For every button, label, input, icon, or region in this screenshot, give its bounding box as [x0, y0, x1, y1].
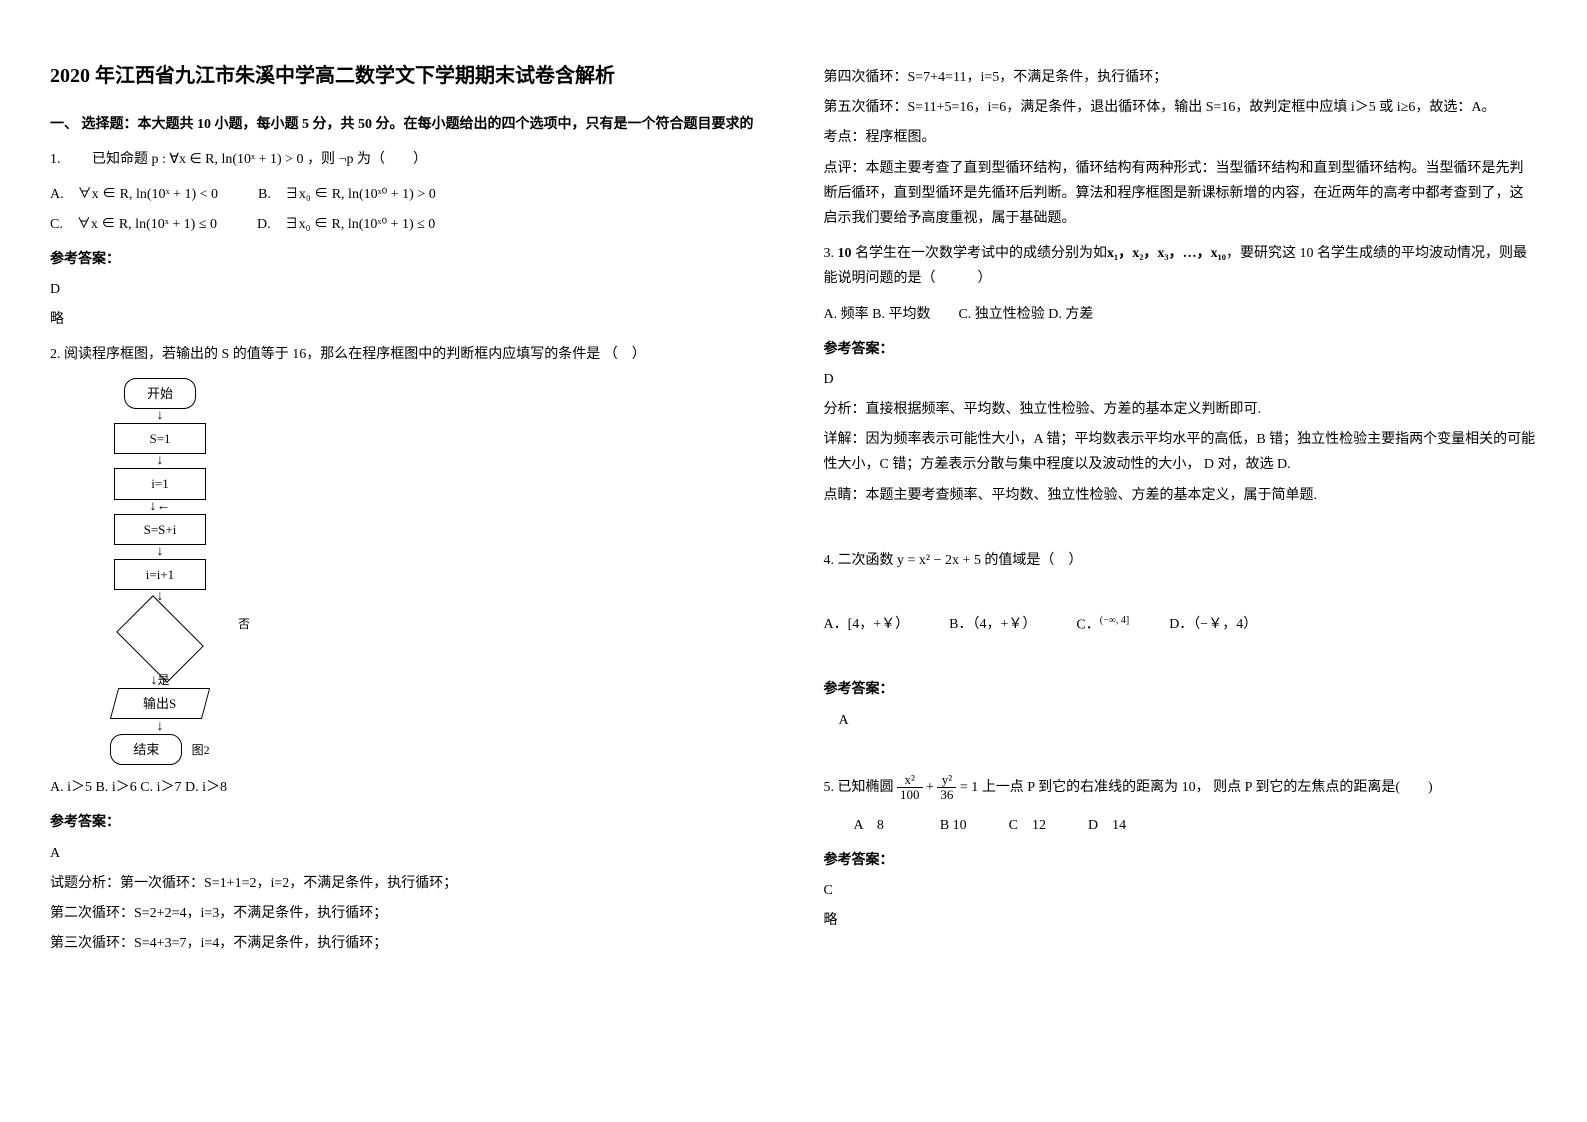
q4-post: 的值域是（ ） [984, 553, 1082, 568]
q2-analysis-2: 第二次循环：S=2+2=4，i=3，不满足条件，执行循环； [50, 901, 764, 926]
q4-optC: C．(−∞, 4] [1076, 612, 1129, 638]
fc-end: 结束 [110, 734, 182, 765]
q1-stem-pre: 已知命题 [92, 152, 148, 167]
fc-arrow-icon: ↓ [80, 409, 240, 423]
fc-ii1: i=i+1 [114, 559, 206, 590]
q2-analysis-5: 第五次循环：S=11+5=16，i=6，满足条件，退出循环体，输出 S=16，故… [824, 95, 1538, 120]
q2-answer: A [50, 841, 764, 866]
q5-frac1-den: 100 [897, 788, 923, 802]
q5-answer: C [824, 878, 1538, 903]
q1-stem-math: p : ∀x ∈ R, ln(10ˣ + 1) > 0 [152, 152, 304, 167]
q1-stem-post: ，则 ¬p 为（ ） [307, 152, 427, 167]
fc-arrow-icon: ↓ [80, 454, 240, 468]
question-3: 3. 10 名学生在一次数学考试中的成绩分别为如x₁，x₂，x₃，…，x₁₀，要… [824, 241, 1538, 291]
q4-answer: A [839, 708, 1538, 733]
plus-sign: + [926, 780, 937, 795]
q3-options: A. 频率 B. 平均数 C. 独立性检验 D. 方差 [824, 302, 1538, 327]
q4-optC-math: (−∞, 4] [1100, 615, 1129, 626]
fc-no-label: 否 [238, 614, 250, 636]
q4-pre: 4. 二次函数 [824, 553, 894, 568]
q4-options: A．[4，+￥） B．（4，+￥） C．(−∞, 4] D．（−￥，4） [824, 612, 1538, 638]
q5-frac2-den: 36 [937, 788, 956, 802]
q3-xiangjie: 详解：因为频率表示可能性大小，A 错；平均数表示平均水平的高低，B 错；独立性检… [824, 427, 1538, 477]
fc-output: 输出S [110, 688, 210, 719]
q2-dianping: 点评：本题主要考查了直到型循环结构，循环结构有两种形式：当型循环结构和直到型循环… [824, 156, 1538, 232]
fc-arrow-icon: ↓ [80, 545, 240, 559]
fc-arrow-icon: ↓ [80, 720, 240, 734]
section-heading: 一、 选择题：本大题共 10 小题，每小题 5 分，共 50 分。在每小题给出的… [50, 112, 764, 137]
question-4: 4. 二次函数 y = x² − 2x + 5 的值域是（ ） [824, 548, 1538, 573]
fc-arrow-icon: ↓← [80, 500, 240, 514]
q2-analysis-4: 第四次循环：S=7+4=11，i=5，不满足条件，执行循环； [824, 65, 1538, 90]
q4-optB: B．（4，+￥） [949, 612, 1036, 638]
q1-options: A. ∀x ∈ R, ln(10ˣ + 1) < 0 B. ∃x₀ ∈ R, l… [50, 182, 764, 236]
q2-analysis-3: 第三次循环：S=4+3=7，i=4，不满足条件，执行循环； [50, 931, 764, 956]
q4-optC-pre: C． [1076, 618, 1099, 633]
q5-eq: = 1 [960, 780, 978, 795]
flowchart: 开始 ↓ S=1 ↓ i=1 ↓← S=S+i ↓ i=i+1 ↓ 否 ↓是 输… [80, 378, 240, 766]
q1-optB: B. ∃x₀ ∈ R, ln(10ˣ⁰ + 1) > 0 [258, 182, 436, 207]
question-5: 5. 已知椭圆 x² 100 + y² 36 = 1 上一点 P 到它的右准线的… [824, 773, 1538, 803]
q5-frac1-num: x² [897, 773, 923, 788]
q5-options: A 8 B 10 C 12 D 14 [854, 813, 1538, 838]
q3-mid1: 名学生在一次数学考试中的成绩分别为如 [852, 246, 1108, 261]
answer-label: 参考答案： [824, 677, 1538, 702]
q3-bold-10: 10 [838, 246, 852, 261]
exam-page: 2020 年江西省九江市朱溪中学高二数学文下学期期末试卷含解析 一、 选择题：本… [0, 0, 1587, 1122]
left-column: 2020 年江西省九江市朱溪中学高二数学文下学期期末试卷含解析 一、 选择题：本… [50, 60, 764, 1082]
q3-answer: D [824, 367, 1538, 392]
fc-output-text: 输出S [143, 692, 176, 715]
q3-fenxi: 分析：直接根据频率、平均数、独立性检验、方差的基本定义判断即可. [824, 397, 1538, 422]
fc-ssi: S=S+i [114, 514, 206, 545]
q1-answer-note: 略 [50, 307, 764, 332]
q5-frac1: x² 100 [897, 773, 923, 803]
fc-start: 开始 [124, 378, 196, 409]
fc-s1: S=1 [114, 423, 206, 454]
q3-num: 3. [824, 246, 838, 261]
q5-answer-note: 略 [824, 908, 1538, 933]
q4-optA: A．[4，+￥） [824, 612, 910, 638]
fc-i1: i=1 [114, 468, 206, 499]
q1-optD: D. ∃x₀ ∈ R, ln(10ˣ⁰ + 1) ≤ 0 [257, 212, 435, 237]
q2-kaodian: 考点：程序框图。 [824, 125, 1538, 150]
q4-optD: D．（−￥，4） [1169, 612, 1257, 638]
q4-math: y = x² − 2x + 5 [897, 553, 981, 568]
fc-figure-label: 图2 [192, 740, 210, 762]
q3-vars: x₁，x₂，x₃，…，x₁₀ [1107, 246, 1226, 261]
q5-post: 上一点 P 到它的右准线的距离为 10， 则点 P 到它的左焦点的距离是( ) [982, 780, 1433, 795]
right-column: 第四次循环：S=7+4=11，i=5，不满足条件，执行循环； 第五次循环：S=1… [824, 60, 1538, 1082]
q5-frac2-num: y² [937, 773, 956, 788]
q1-answer: D [50, 277, 764, 302]
q1-optC: C. ∀x ∈ R, ln(10ˣ + 1) ≤ 0 [50, 212, 217, 237]
question-1: 1. 已知命题 p : ∀x ∈ R, ln(10ˣ + 1) > 0 ，则 ¬… [50, 147, 764, 172]
answer-label: 参考答案： [824, 848, 1538, 873]
q1-optA: A. ∀x ∈ R, ln(10ˣ + 1) < 0 [50, 182, 218, 207]
answer-label: 参考答案： [824, 337, 1538, 362]
q1-num: 1. [50, 152, 61, 167]
answer-label: 参考答案： [50, 247, 764, 272]
exam-title: 2020 年江西省九江市朱溪中学高二数学文下学期期末试卷含解析 [50, 60, 764, 92]
q3-dianjing: 点睛：本题主要考查频率、平均数、独立性检验、方差的基本定义，属于简单题. [824, 483, 1538, 508]
q2-options: A. i＞5 B. i＞6 C. i＞7 D. i＞8 [50, 775, 764, 800]
answer-label: 参考答案： [50, 810, 764, 835]
q5-frac2: y² 36 [937, 773, 956, 803]
q2-analysis-1: 试题分析：第一次循环：S=1+1=2，i=2，不满足条件，执行循环； [50, 871, 764, 896]
question-2: 2. 阅读程序框图，若输出的 S 的值等于 16，那么在程序框图中的判断框内应填… [50, 342, 764, 367]
fc-decision [116, 596, 204, 684]
q5-pre: 5. 已知椭圆 [824, 780, 894, 795]
